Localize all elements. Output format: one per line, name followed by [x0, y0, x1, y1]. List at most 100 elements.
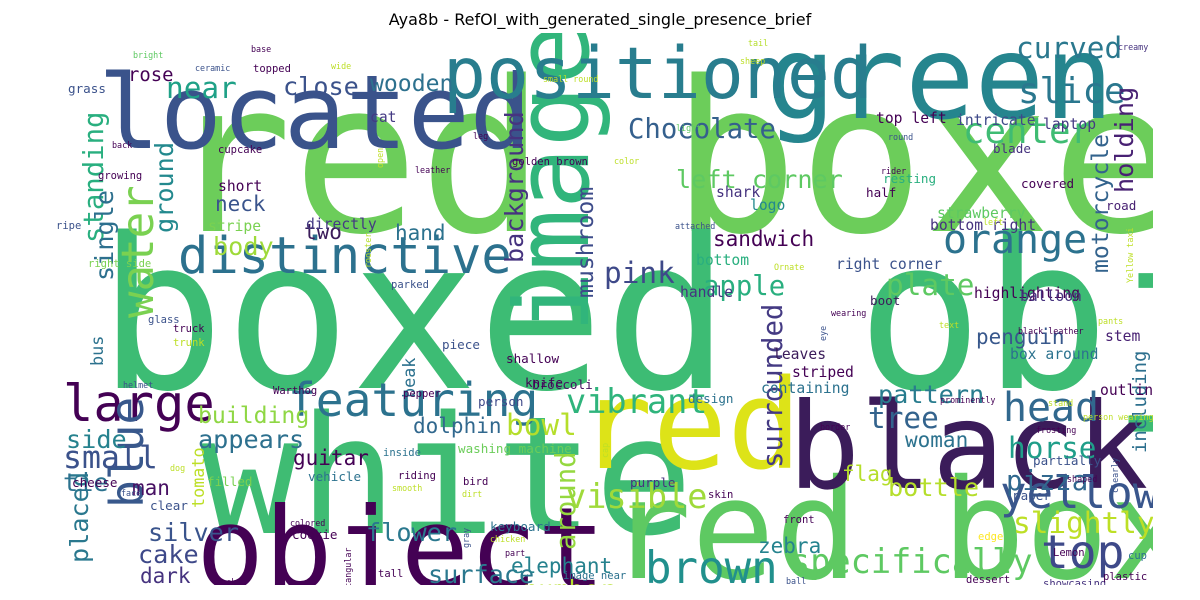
word-cake: cake — [138, 540, 199, 569]
word-round: round — [888, 132, 913, 142]
word-small: small — [63, 440, 158, 476]
word-rose: rose — [128, 64, 174, 86]
word-smooth: smooth — [392, 483, 422, 493]
word-person-wearing: person wearing — [1083, 412, 1153, 422]
word-keyboard: keyboard — [490, 519, 551, 534]
word-standing: standing — [79, 112, 110, 243]
word-two: two — [304, 220, 342, 244]
word-bottom-right: bottom right — [930, 217, 1036, 234]
word-directly: directly — [306, 216, 377, 233]
word-highlighting: highlighting — [974, 285, 1080, 302]
word-zebra: zebra — [758, 534, 821, 558]
word-bottle: bottle — [888, 473, 979, 502]
word-curved: curved — [1016, 33, 1122, 65]
word-pepper: pepper — [403, 388, 441, 400]
word-wearing: wearing — [831, 308, 866, 318]
word-rectangular: rectangular — [343, 548, 353, 585]
word-clearly: clearly — [1110, 458, 1120, 493]
word-box-around: box around — [1010, 346, 1098, 363]
word-bottom: bottom — [696, 252, 749, 269]
word-ceramic: ceramic — [195, 63, 230, 73]
word-short: short — [218, 178, 262, 195]
word-pizza: pizza — [1006, 466, 1088, 497]
word-body: body — [213, 232, 274, 261]
word-topped: topped — [253, 63, 291, 75]
word-neck: neck — [215, 192, 266, 216]
word-base: base — [251, 44, 271, 54]
word-cat: cat — [370, 109, 397, 126]
word-dirt: dirt — [462, 489, 482, 499]
word-large: large — [63, 374, 215, 433]
word-black-leather: black leather — [1018, 326, 1084, 336]
word-yellow: yellow — [1000, 468, 1153, 519]
word-plate: plate — [886, 268, 974, 302]
word-filled: filled — [207, 474, 253, 489]
word-golden-brown: golden brown — [512, 156, 588, 168]
word-blade: blade — [993, 141, 1031, 156]
word-dog: dog — [170, 463, 185, 473]
word-rock: rock — [216, 577, 236, 585]
word-face: face — [121, 488, 141, 498]
word-tall: tall — [378, 568, 403, 580]
word-motorcycle: motorcycle — [1088, 134, 1114, 273]
word-bowl: bowl — [506, 408, 577, 442]
word-orange: orange — [943, 217, 1087, 263]
word-attached: attached — [675, 221, 715, 231]
word-tree: tree — [868, 401, 939, 435]
chart-title: Aya8b - RefOI_with_generated_single_pres… — [388, 10, 812, 29]
word-shark: shark — [716, 184, 760, 201]
word-parked: parked — [391, 279, 429, 291]
word-slice: slice — [1018, 71, 1125, 112]
word-small-round: small round — [543, 74, 598, 84]
word-building: building — [198, 403, 309, 429]
word-silver: silver — [148, 518, 239, 547]
word-containing: containing — [761, 380, 849, 397]
word-covered: covered — [1021, 176, 1074, 191]
word-flag: flag — [842, 462, 893, 486]
word-strawberry: strawberry — [937, 205, 1026, 222]
word-handle: handle — [680, 284, 733, 301]
word-right-corner: right corner — [836, 256, 942, 273]
word-side: side — [66, 425, 127, 454]
word-paper: paper — [1013, 488, 1051, 503]
word-text: text — [939, 320, 959, 330]
word-partially: partially — [1033, 453, 1102, 468]
word-object: object — [196, 483, 606, 585]
word-trunk: trunk — [173, 337, 205, 349]
word-leg: leg — [473, 131, 488, 141]
word-riding: riding — [398, 470, 436, 482]
word-rooster: rooster — [363, 233, 373, 268]
word-person: person — [478, 394, 524, 409]
word-growing: growing — [98, 170, 142, 182]
word-back: back — [112, 140, 132, 150]
word-grass: grass — [68, 81, 106, 96]
word-black: black — [788, 378, 1148, 517]
word-half: half — [866, 185, 896, 200]
word-pattern: pattern — [878, 380, 984, 409]
word-creamy: creamy — [1118, 42, 1148, 52]
word-striped: striped — [792, 364, 854, 381]
word-warthog: Warthog — [273, 385, 317, 397]
word-intricate: intricate — [956, 112, 1036, 129]
word-washing-machine: washing machine — [458, 441, 572, 456]
word-featuring: featuring — [288, 373, 538, 427]
word-gray: gray — [461, 528, 471, 548]
word-holding: holding — [1110, 87, 1139, 193]
word-top: top — [1041, 525, 1124, 579]
word-blue: blue — [100, 397, 154, 508]
word-dessert: dessert — [966, 574, 1010, 585]
word-guitar: guitar — [293, 446, 369, 470]
word-vehicle: vehicle — [308, 469, 361, 484]
word-stem: stem — [1105, 328, 1141, 345]
word-penguin: penguin — [976, 325, 1065, 349]
word-visible: visible — [566, 477, 708, 516]
word-laptop: laptop — [1043, 116, 1096, 133]
word-light: light — [676, 123, 701, 133]
word-dolphin: dolphin — [413, 414, 502, 438]
word-chicken: chicken — [490, 534, 525, 544]
word-color: color — [614, 156, 639, 166]
word-center: center — [963, 111, 1092, 152]
word-horse: horse — [1008, 431, 1096, 465]
word-slightly: slightly — [1013, 506, 1153, 540]
word-cup: cup — [1128, 550, 1147, 562]
